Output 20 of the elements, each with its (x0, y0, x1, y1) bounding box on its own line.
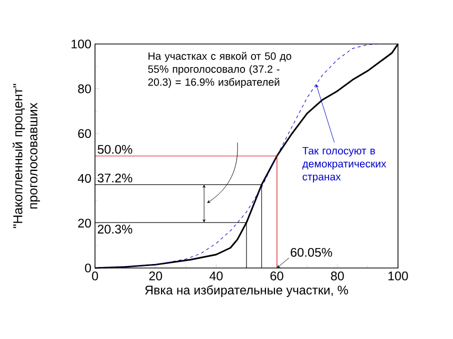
annotation: 20.3% (98, 224, 132, 234)
annotation: 37.2% (98, 174, 132, 182)
y-tick-label: 20 (78, 218, 91, 228)
y-axis-title: "Накопленный процент" проголосовавших (12, 84, 40, 228)
y-tick-label: 80 (78, 84, 91, 94)
x-tick-label: 80 (330, 272, 344, 280)
y-tick-label: 40 (78, 174, 91, 183)
x-tick-label: 60 (270, 272, 284, 280)
y-tick-label: 0 (85, 264, 91, 272)
x-tick-label: 100 (388, 272, 408, 280)
annotation: На участках с явкой от 50 до 55% проголосовало (37.2 - 20.3) = 16.9% избирателей (148, 52, 292, 88)
y-tick-label: 100 (72, 40, 91, 48)
x-tick-label: 20 (149, 272, 162, 280)
annotation: 60.05% (290, 248, 332, 257)
annotation: Так голосуют в демократических странах (302, 147, 386, 183)
y-tick-label: 60 (78, 129, 91, 138)
annotation: 50.0% (98, 144, 132, 154)
x-tick-label: 40 (210, 272, 223, 280)
x-axis-title: Явка на избирательные участки, % (145, 285, 348, 297)
x-tick-label: 0 (92, 272, 98, 280)
